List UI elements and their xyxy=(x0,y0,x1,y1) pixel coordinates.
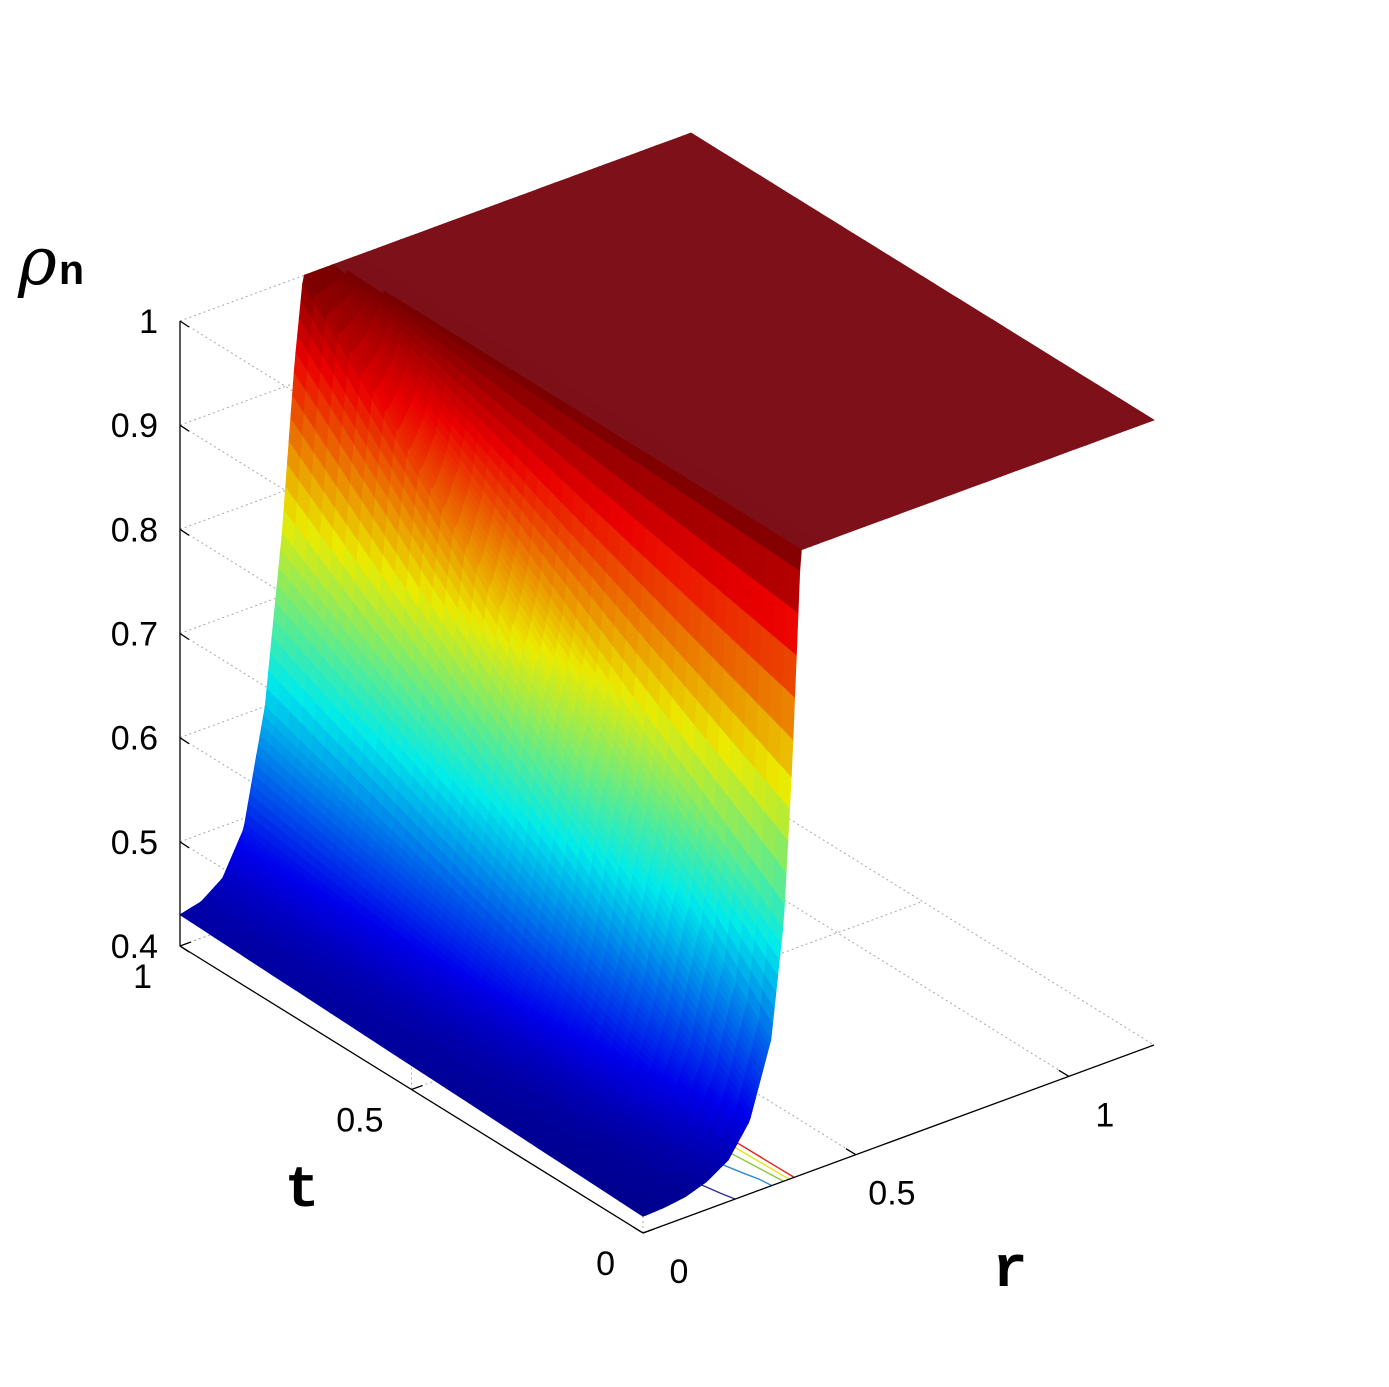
grid-line-left-wall xyxy=(179,633,644,921)
grid-line-left-wall xyxy=(179,528,644,817)
grid-line-left-wall xyxy=(179,424,644,713)
grid-line-back-wall xyxy=(179,340,692,530)
grid-line-back-wall xyxy=(179,445,692,634)
grid-line-back-wall xyxy=(179,236,692,426)
grid-line-back-wall xyxy=(179,132,692,322)
grid-line-left-wall xyxy=(179,320,644,609)
surface-layer xyxy=(179,132,1155,1217)
